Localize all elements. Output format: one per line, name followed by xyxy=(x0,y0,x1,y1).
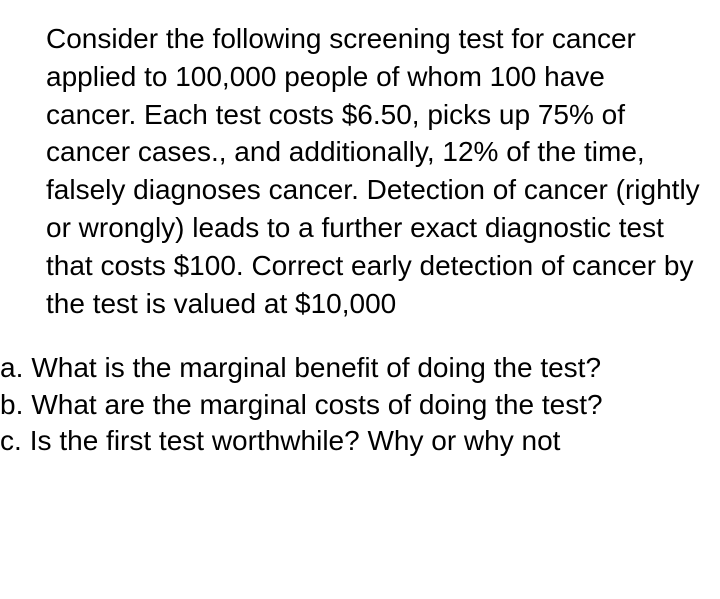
question-text: What are the marginal costs of doing the… xyxy=(31,387,710,423)
question-label: c. xyxy=(0,423,30,459)
question-text: Is the first test worthwhile? Why or why… xyxy=(30,423,710,459)
question-label: b. xyxy=(0,387,31,423)
question-c: c. Is the first test worthwhile? Why or … xyxy=(0,423,710,459)
problem-statement: Consider the following screening test fo… xyxy=(46,20,700,322)
question-label: a. xyxy=(0,350,31,386)
question-list: a. What is the marginal benefit of doing… xyxy=(0,350,710,459)
question-b: b. What are the marginal costs of doing … xyxy=(0,387,710,423)
question-text: What is the marginal benefit of doing th… xyxy=(31,350,710,386)
question-a: a. What is the marginal benefit of doing… xyxy=(0,350,710,386)
